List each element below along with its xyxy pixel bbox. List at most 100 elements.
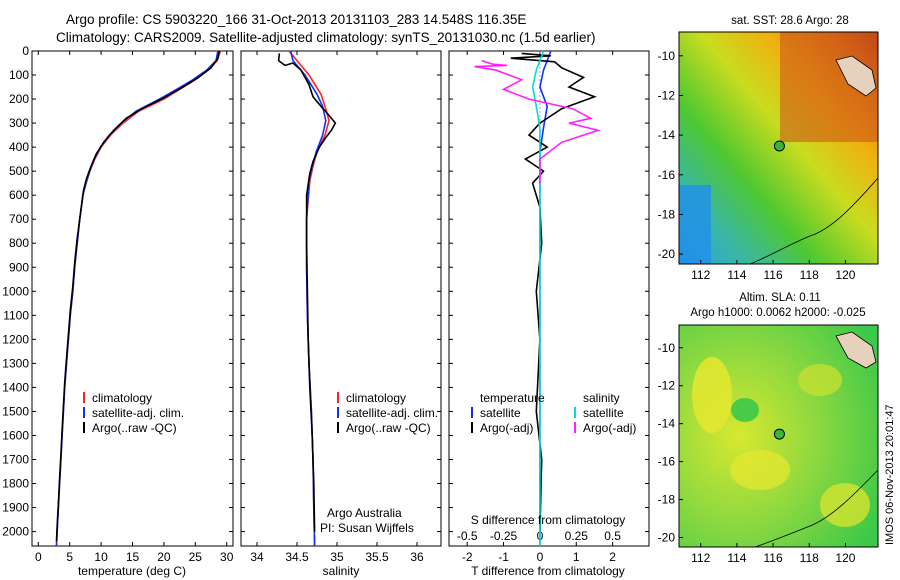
salinity-axes-frame xyxy=(240,50,442,547)
salinity-diff-tick-label: -0.5 xyxy=(457,529,478,543)
temperature-legend-label: Argo(..raw -QC) xyxy=(92,421,177,435)
salinity-diff-legend-label: Argo(-adj) xyxy=(583,421,636,435)
sst-map-coastline xyxy=(749,177,879,265)
map-ytick-label: -18 xyxy=(658,493,676,507)
map-ytick-label: -12 xyxy=(658,88,676,102)
depth-tick-label: 0 xyxy=(22,44,29,58)
sla-map-title-2: Argo h1000: 0.0062 h2000: -0.025 xyxy=(690,307,865,319)
salinity-annotation-2: PI: Susan Wijffels xyxy=(320,521,414,535)
map-xtick-label: 114 xyxy=(727,551,746,565)
depth-tick-label: 1300 xyxy=(2,356,29,370)
sst-map-island xyxy=(835,55,877,97)
sla-map-blob-2 xyxy=(730,450,790,490)
map-ytick-label: -16 xyxy=(658,168,676,182)
sla-map-blob-1 xyxy=(692,357,732,433)
sal-series-line xyxy=(288,50,330,547)
map-ytick-label: -12 xyxy=(658,379,676,393)
map-xtick-label: 120 xyxy=(835,268,855,282)
salinity-diff-legend-label: salinity xyxy=(583,391,620,405)
depth-tick-label: 1500 xyxy=(2,404,29,418)
map-xtick-label: 118 xyxy=(800,551,819,565)
diff-xtick-label: -1 xyxy=(498,550,509,564)
sal-xtick-label: 34.5 xyxy=(285,550,309,564)
sla-map-frame xyxy=(678,324,879,548)
temp-xtick-label: 25 xyxy=(189,550,203,564)
depth-tick-label: 1000 xyxy=(2,284,29,298)
sst-map-title: sat. SST: 28.6 Argo: 28 xyxy=(731,15,849,27)
depth-tick-label: 500 xyxy=(9,164,29,178)
salinity-xlabel: salinity xyxy=(323,564,360,578)
temperature-diff-legend-label: Argo(-adj) xyxy=(480,421,533,435)
map-ytick-label: -20 xyxy=(658,247,676,261)
diff-series-line xyxy=(531,50,545,546)
depth-tick-label: 100 xyxy=(9,68,29,82)
diff-xtick-label: 1 xyxy=(573,550,580,564)
salinity-diff-legend-label: satellite xyxy=(583,406,624,420)
difference-toplabel: S difference from climatology xyxy=(471,513,626,527)
sla-map-panel: Altim. SLA: 0.11 Argo h1000: 0.0062 h200… xyxy=(658,292,879,565)
depth-tick-label: 900 xyxy=(9,260,29,274)
depth-tick-label: 1600 xyxy=(2,428,29,442)
header-line1: Argo profile: CS 5903220_166 31-Oct-2013… xyxy=(66,12,526,27)
sla-map-island xyxy=(835,331,877,369)
depth-tick-label: 800 xyxy=(9,236,29,250)
temp-xtick-label: 20 xyxy=(157,550,171,564)
map-ytick-label: -18 xyxy=(658,207,676,221)
map-xtick-label: 116 xyxy=(764,268,783,282)
salinity-panel: 34 34.5 35 35.5 36 climatologysatellite-adj.… xyxy=(240,50,442,578)
sal-xtick-label: 34 xyxy=(250,550,264,564)
depth-tick-label: 1700 xyxy=(2,452,29,466)
sla-map-title: Altim. SLA: 0.11 xyxy=(739,292,821,304)
depth-tick-label: 600 xyxy=(9,188,29,202)
temperature-diff-legend-label: satellite xyxy=(480,406,521,420)
temperature-diff-legend-label: temperature xyxy=(480,391,545,405)
sal-xtick-label: 35 xyxy=(330,550,344,564)
salinity-diff-tick-label: 0.25 xyxy=(565,529,589,543)
map-ytick-label: -20 xyxy=(658,531,676,545)
diff-xtick-label: 2 xyxy=(609,550,616,564)
salinity-diff-tick-label: 0.5 xyxy=(604,529,621,543)
depth-tick-label: 400 xyxy=(9,140,29,154)
salinity-legend-label: climatology xyxy=(346,391,406,405)
map-xtick-label: 114 xyxy=(727,268,746,282)
diff-xtick-label: -2 xyxy=(462,550,473,564)
temp-xtick-label: 10 xyxy=(94,550,108,564)
temp-xtick-label: 15 xyxy=(126,550,140,564)
salinity-legend-label: Argo(..raw -QC) xyxy=(346,421,431,435)
map-xtick-label: 120 xyxy=(835,551,855,565)
temp-xtick-label: 0 xyxy=(35,550,42,564)
temperature-panel: 0100200300400500600700800900100011001200… xyxy=(2,44,233,578)
map-xtick-label: 112 xyxy=(691,268,710,282)
temp-xtick-label: 5 xyxy=(66,550,73,564)
map-ytick-label: -16 xyxy=(658,455,676,469)
map-ytick-label: -10 xyxy=(658,341,676,355)
sal-series-line xyxy=(277,53,337,532)
sal-xtick-label: 35.5 xyxy=(365,550,389,564)
difference-axes-frame xyxy=(448,50,650,547)
salinity-diff-tick-label: -0.25 xyxy=(490,529,518,543)
depth-tick-label: 200 xyxy=(9,92,29,106)
map-ytick-label: -14 xyxy=(658,417,676,431)
sla-map-argo-marker xyxy=(773,428,785,440)
temperature-axes-frame xyxy=(31,50,234,547)
depth-tick-label: 1400 xyxy=(2,380,29,394)
difference-panel: -2 -1 0 1 2 -0.5 -0.25 0 0.25 0.5 temperaturesat… xyxy=(448,50,650,578)
salinity-legend-label: satellite-adj. clim. xyxy=(346,406,438,420)
header-line2: Climatology: CARS2009. Satellite-adjuste… xyxy=(56,30,596,45)
diff-xtick-label: 0 xyxy=(537,550,544,564)
diff-series-line xyxy=(510,52,597,532)
map-ytick-label: -14 xyxy=(658,128,676,142)
depth-tick-label: 700 xyxy=(9,212,29,226)
map-xtick-label: 118 xyxy=(800,268,819,282)
map-xtick-label: 116 xyxy=(764,551,783,565)
depth-tick-label: 2000 xyxy=(2,525,29,539)
temp-series-line xyxy=(55,50,219,547)
sla-map-coastline xyxy=(754,469,879,548)
sla-map-blob-3 xyxy=(798,364,842,396)
sst-map-frame xyxy=(678,31,879,265)
sal-xtick-label: 36 xyxy=(410,550,424,564)
sla-map-blob-4 xyxy=(820,483,870,527)
temperature-legend-label: satellite-adj. clim. xyxy=(92,406,184,420)
sla-map-blob-5 xyxy=(731,398,759,422)
